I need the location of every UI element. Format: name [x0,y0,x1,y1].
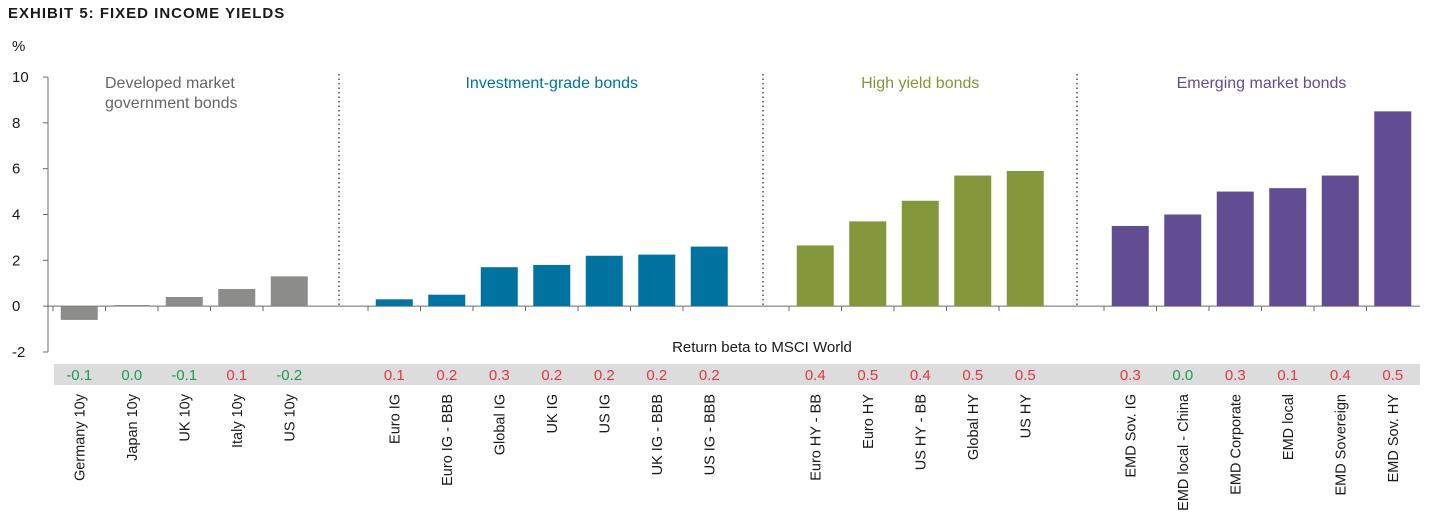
bar [533,264,571,307]
bar [218,288,256,307]
beta-value: 0.2 [646,367,667,384]
bar [954,175,992,307]
category-label: US IG - BBB [702,394,718,475]
bar [480,267,518,307]
group-label: Developed market [105,75,235,92]
beta-value: 0.2 [541,367,562,384]
group-label: High yield bonds [861,75,979,92]
category-label: EMD Sov. HY [1386,394,1402,483]
beta-value: -0.1 [171,367,197,384]
bar [1111,225,1149,307]
beta-value: 0.4 [805,367,826,384]
beta-value: 0.3 [1225,367,1246,384]
bar [1164,214,1202,307]
bar [1006,170,1044,307]
bar [375,299,413,307]
beta-band [54,364,1420,385]
beta-value: 0.1 [1277,367,1298,384]
bar [690,246,728,307]
category-label: Global HY [966,394,982,460]
bar [585,255,623,307]
category-label: EMD Sovereign [1333,394,1349,496]
beta-label: Return beta to MSCI World [672,339,852,356]
bar [270,276,308,307]
beta-value: -0.2 [276,367,302,384]
bar [165,297,203,307]
beta-value: 0.5 [857,367,878,384]
category-label: Global IG [492,394,508,455]
beta-value: 0.5 [962,367,983,384]
category-label: EMD Corporate [1228,394,1244,495]
beta-value: 0.4 [1330,367,1351,384]
category-label: EMD Sov. IG [1123,394,1139,478]
y-tick-label: 0 [12,298,20,315]
category-label: Euro IG - BBB [440,394,456,486]
category-label: Italy 10y [230,393,246,448]
beta-value: 0.3 [489,367,510,384]
chart-title: EXHIBIT 5: FIXED INCOME YIELDS [8,5,286,22]
category-label: Germany 10y [72,393,88,481]
beta-value: 0.1 [226,367,247,384]
category-label: US 10y [282,393,298,441]
y-tick-label: 6 [12,161,20,178]
category-label: US IG [597,394,613,433]
bar [796,245,834,307]
y-tick-label: 4 [12,207,20,224]
category-label: Euro HY - BB [808,394,824,481]
group-label: Emerging market bonds [1177,75,1347,92]
beta-value: 0.3 [1120,367,1141,384]
category-label: Euro HY [861,394,877,449]
y-tick-label: 2 [12,252,20,269]
beta-value: 0.5 [1015,367,1036,384]
bar [60,306,98,320]
group-label: government bonds [105,95,238,112]
beta-value: -0.1 [66,367,92,384]
bar [1216,191,1254,307]
category-label: EMD local [1281,394,1297,460]
beta-value: 0.2 [594,367,615,384]
beta-value: 0.0 [121,367,142,384]
beta-value: 0.0 [1172,367,1193,384]
category-label: US HY [1018,394,1034,439]
beta-value: 0.2 [699,367,720,384]
bar [1374,111,1412,307]
category-label: UK IG - BBB [650,394,666,475]
y-tick-label: 10 [12,69,29,86]
beta-value: 0.4 [910,367,931,384]
y-tick-label: 8 [12,115,20,132]
category-label: Japan 10y [125,393,141,461]
category-label: EMD local - China [1176,393,1192,511]
beta-value: 0.5 [1382,367,1403,384]
group-label: Investment-grade bonds [465,75,638,92]
y-tick-label: -2 [12,344,25,361]
bar [901,200,939,307]
category-label: UK IG [545,394,561,433]
category-label: Euro IG [387,394,403,444]
beta-value: 0.2 [436,367,457,384]
bar [1269,188,1307,307]
bar [849,221,887,307]
y-axis-unit: % [12,38,25,55]
category-label: UK 10y [177,393,193,441]
bar [113,305,151,307]
category-label: US HY - BB [913,394,929,470]
bar [638,254,676,307]
beta-value: 0.1 [384,367,405,384]
bar [428,294,466,307]
bar [1321,175,1359,307]
